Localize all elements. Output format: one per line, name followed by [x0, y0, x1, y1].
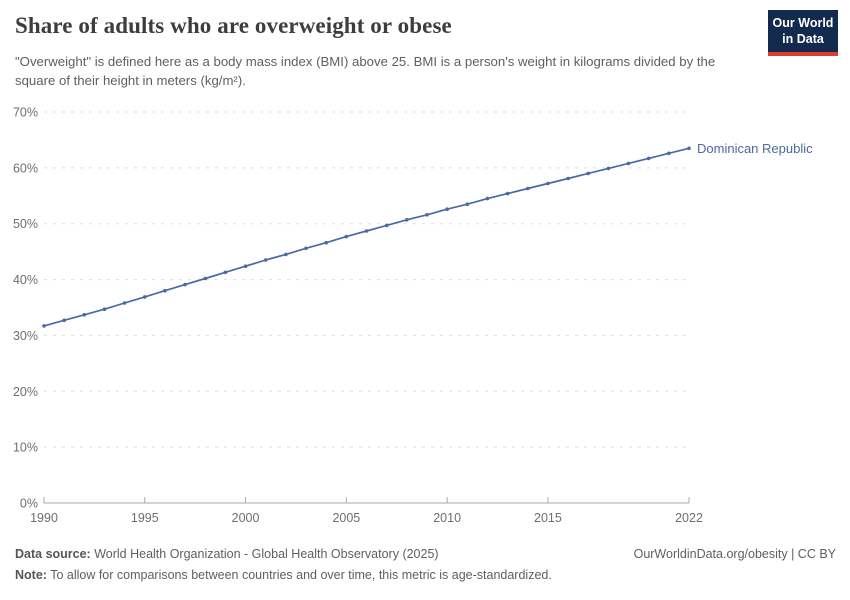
- x-axis-label: 1990: [30, 511, 58, 525]
- page-title: Share of adults who are overweight or ob…: [15, 13, 452, 38]
- data-point: [143, 295, 147, 299]
- data-point: [445, 207, 449, 211]
- data-point: [82, 313, 87, 317]
- data-point: [324, 240, 329, 245]
- data-point: [344, 234, 349, 239]
- data-point: [304, 246, 308, 251]
- data-point: [223, 270, 228, 275]
- data-point: [667, 151, 671, 156]
- y-axis-label: 70%: [13, 106, 38, 120]
- x-axis-label: 2015: [534, 511, 562, 525]
- data-source-label: Data source:: [15, 547, 91, 561]
- data-point: [203, 276, 208, 281]
- y-axis-label: 0%: [20, 497, 38, 511]
- data-point: [626, 161, 631, 166]
- data-point: [263, 258, 268, 262]
- note-line: Note: To allow for comparisons between c…: [15, 567, 552, 584]
- data-point: [122, 301, 127, 305]
- data-point: [505, 191, 510, 196]
- data-point: [102, 307, 107, 312]
- x-axis-label: 2000: [232, 511, 260, 525]
- data-point: [526, 186, 530, 191]
- x-axis-label: 2022: [675, 511, 703, 525]
- chart-footer: Data source: World Health Organization -…: [15, 546, 836, 588]
- data-point: [687, 146, 691, 151]
- y-axis-label: 50%: [13, 217, 38, 231]
- data-point: [42, 324, 46, 328]
- owid-logo[interactable]: Our World in Data: [768, 10, 838, 56]
- owid-logo-line2: in Data: [782, 32, 824, 46]
- owid-logo-line1: Our World: [772, 16, 834, 30]
- x-axis-label: 2010: [433, 511, 461, 525]
- data-point: [465, 202, 470, 206]
- series-label[interactable]: Dominican Republic: [697, 141, 813, 156]
- data-point: [405, 218, 409, 222]
- data-point: [646, 156, 651, 161]
- data-source-line: Data source: World Health Organization -…: [15, 546, 439, 563]
- x-axis-label: 2005: [332, 511, 360, 525]
- rights-link[interactable]: OurWorldinData.org/obesity | CC BY: [633, 547, 836, 561]
- data-point: [62, 318, 66, 323]
- note-text: To allow for comparisons between countri…: [46, 568, 552, 582]
- data-point: [606, 166, 611, 171]
- data-point: [566, 176, 570, 181]
- y-axis-label: 60%: [13, 161, 38, 175]
- y-axis-label: 40%: [13, 273, 38, 287]
- data-source-text: World Health Organization - Global Healt…: [90, 547, 439, 561]
- data-point: [364, 229, 369, 233]
- note-label: Note:: [15, 568, 47, 582]
- data-point: [546, 181, 550, 186]
- y-axis-label: 20%: [13, 385, 38, 399]
- y-axis-label: 30%: [13, 329, 38, 343]
- line-chart[interactable]: 0% 10% 20% 30% 40% 50% 60% 70% 1990 1995 2000 2005 2…: [0, 0, 850, 540]
- data-point: [384, 223, 389, 228]
- data-point: [243, 264, 248, 269]
- series-line: [43, 147, 690, 327]
- plot-area[interactable]: 0% 10% 20% 30% 40% 50% 60% 70% 1990 1995 2000 2005 2…: [13, 106, 813, 526]
- x-axis-label: 1995: [131, 511, 159, 525]
- data-point: [485, 196, 490, 201]
- data-point: [284, 252, 288, 257]
- data-point: [183, 282, 187, 287]
- data-point: [586, 171, 590, 176]
- chart-subtitle: "Overweight" is defined here as a body m…: [15, 54, 716, 88]
- y-axis-label: 10%: [13, 441, 38, 455]
- data-point: [163, 288, 167, 293]
- data-point: [425, 213, 429, 217]
